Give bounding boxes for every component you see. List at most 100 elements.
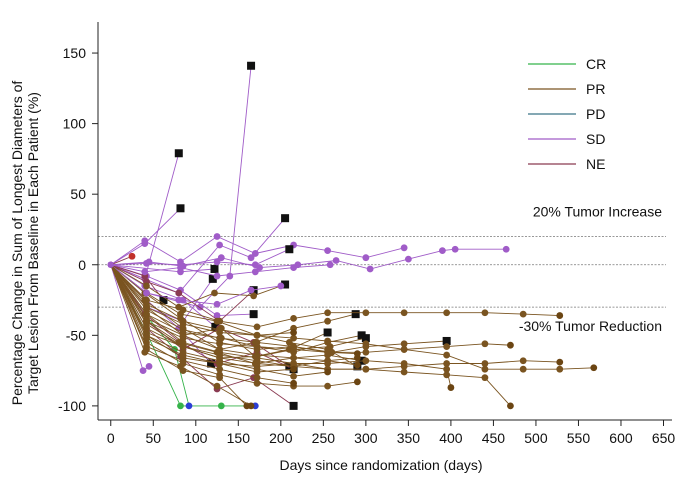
x-tick-label: 150 — [227, 430, 251, 446]
data-point — [362, 340, 370, 348]
data-point — [179, 357, 187, 365]
data-point — [362, 357, 370, 365]
data-point — [519, 365, 527, 373]
data-point — [290, 264, 297, 271]
x-axis-title: Days since randomization (days) — [279, 457, 482, 473]
data-point-square — [351, 310, 360, 319]
data-point-square — [210, 264, 219, 273]
data-point — [177, 362, 184, 370]
data-point — [250, 292, 258, 300]
series-pr — [107, 261, 361, 370]
data-point — [290, 329, 297, 336]
data-point — [107, 261, 114, 268]
data-point-square — [174, 149, 183, 158]
data-point — [177, 264, 184, 271]
series-sd — [107, 233, 408, 268]
data-point — [175, 289, 183, 297]
data-point — [290, 334, 297, 342]
x-tick-label: 300 — [354, 430, 378, 446]
y-tick-label: 150 — [63, 45, 87, 61]
data-point — [253, 368, 261, 376]
data-point — [213, 258, 221, 266]
y-tick-label: 50 — [70, 186, 86, 202]
data-point — [251, 250, 259, 257]
data-point — [353, 361, 361, 369]
data-point — [179, 351, 187, 359]
data-point — [481, 365, 489, 373]
annotations: 20% Tumor Increase -30% Tumor Reduction — [519, 204, 662, 335]
data-point-square — [285, 245, 294, 254]
series-line — [110, 264, 281, 305]
data-point — [216, 241, 224, 249]
series-pr — [107, 261, 514, 356]
data-point — [175, 296, 183, 304]
legend-label-cr: CR — [586, 56, 606, 72]
data-point — [362, 254, 370, 262]
data-point-square — [357, 331, 366, 340]
data-point — [141, 268, 149, 276]
data-point — [324, 368, 331, 376]
data-point — [216, 374, 224, 382]
data-point — [143, 259, 150, 267]
data-point — [179, 317, 187, 325]
data-point — [179, 331, 187, 339]
series-line — [110, 264, 367, 359]
series-line — [110, 264, 294, 384]
x-tick-label: 100 — [184, 430, 208, 446]
series-line — [110, 264, 358, 367]
data-point — [507, 402, 514, 410]
data-point — [185, 402, 193, 410]
data-point — [324, 382, 331, 390]
data-point — [451, 245, 459, 253]
series-line — [110, 248, 290, 266]
data-point — [177, 402, 184, 410]
data-point — [141, 348, 149, 356]
series-pr — [107, 261, 564, 331]
data-point — [326, 261, 334, 269]
data-point — [400, 340, 408, 348]
data-point — [285, 338, 293, 346]
data-point — [324, 247, 331, 255]
data-point — [216, 340, 224, 348]
data-point-square — [208, 274, 217, 283]
data-point — [290, 343, 297, 351]
data-point — [253, 323, 261, 331]
x-tick-label: 250 — [312, 430, 336, 446]
reference-label: 20% Tumor Increase — [533, 204, 662, 220]
x-tick-label: 600 — [609, 430, 633, 446]
series-line — [110, 264, 286, 308]
reference-label: -30% Tumor Reduction — [519, 318, 662, 334]
data-point — [277, 282, 285, 290]
data-point — [324, 317, 331, 325]
data-point — [217, 254, 225, 262]
data-point — [400, 346, 408, 353]
data-point — [253, 374, 261, 382]
data-point-square — [211, 322, 220, 331]
data-point — [213, 312, 221, 319]
data-point — [290, 314, 297, 322]
data-point — [443, 309, 451, 317]
data-point — [143, 320, 150, 328]
data-point-square — [207, 359, 216, 368]
data-point — [213, 233, 221, 240]
series-line — [110, 264, 358, 355]
data-point — [216, 334, 224, 342]
data-point — [217, 402, 225, 410]
data-point — [216, 354, 224, 362]
data-point — [507, 341, 514, 349]
data-point — [179, 306, 187, 314]
series-line — [110, 264, 511, 407]
data-point — [253, 331, 261, 339]
data-point-square — [281, 280, 290, 289]
data-point — [332, 257, 340, 264]
data-point — [556, 365, 564, 373]
data-point — [253, 379, 261, 387]
data-point — [216, 326, 224, 334]
y-axis-title-line-2: Target Lesion From Baseline in Each Pati… — [25, 92, 41, 394]
x-tick-label: 50 — [145, 430, 161, 446]
legend-label-ne: NE — [586, 156, 605, 172]
series-layer — [107, 61, 598, 410]
data-point — [443, 365, 451, 373]
data-point — [143, 289, 150, 297]
series-line — [110, 264, 594, 370]
